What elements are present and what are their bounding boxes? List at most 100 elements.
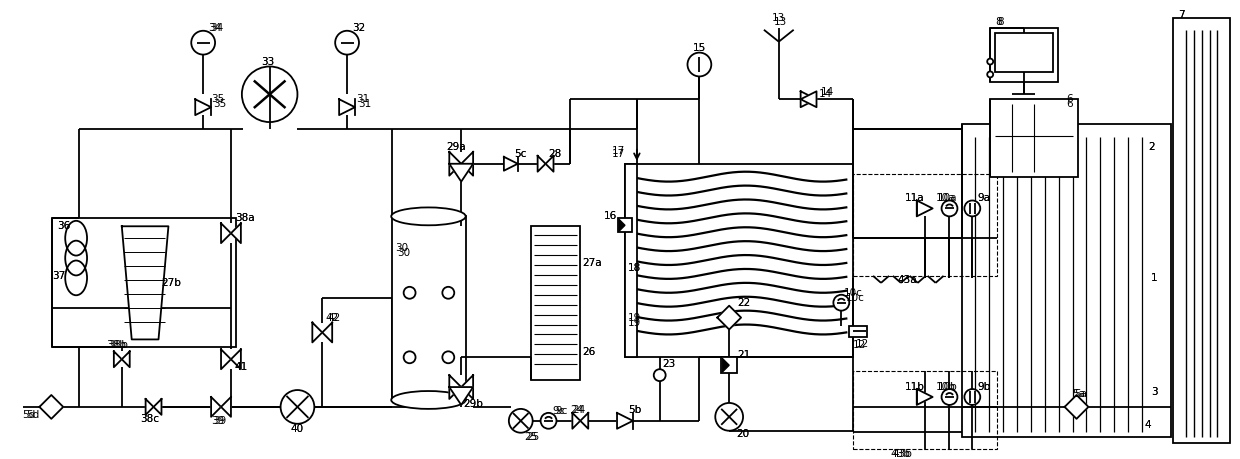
Text: 20: 20 [737,429,749,439]
Text: 5c: 5c [513,149,526,159]
Text: 21: 21 [737,350,750,360]
Text: 7: 7 [1178,10,1184,20]
Text: 38c: 38c [140,414,160,424]
Text: 30: 30 [397,248,410,258]
Polygon shape [580,413,588,429]
Text: 17: 17 [613,146,625,156]
Text: 4: 4 [1145,420,1151,430]
Circle shape [404,351,415,363]
Polygon shape [449,152,461,176]
Text: 42: 42 [327,313,341,323]
Text: 42: 42 [325,313,339,323]
Polygon shape [322,323,332,342]
Circle shape [404,287,415,299]
Circle shape [987,59,993,65]
Text: 9c: 9c [556,406,568,416]
Text: 43b: 43b [890,448,910,459]
Polygon shape [195,99,211,115]
Circle shape [941,201,957,216]
Text: 23: 23 [662,359,676,369]
Text: 8: 8 [996,17,1002,27]
Bar [962,124,1171,437]
Polygon shape [114,351,122,367]
Text: 10c: 10c [844,288,863,298]
Polygon shape [449,375,461,399]
Text: 5d: 5d [26,410,40,420]
Text: 15: 15 [693,43,706,53]
Polygon shape [122,226,169,339]
Text: 20: 20 [737,429,749,439]
Circle shape [653,369,666,381]
Text: 5d: 5d [22,410,36,420]
Text: 39: 39 [211,416,224,426]
Circle shape [242,67,298,122]
Polygon shape [231,224,241,243]
Bar [531,226,580,380]
Circle shape [541,413,557,429]
Text: 1: 1 [1151,273,1158,283]
Text: 10a: 10a [937,194,957,203]
Bar [625,164,637,357]
Circle shape [508,409,533,433]
Polygon shape [449,164,474,182]
Text: 11a: 11a [905,194,925,203]
Polygon shape [211,397,221,417]
Circle shape [443,351,454,363]
Text: 27a: 27a [583,258,601,268]
Polygon shape [916,389,932,405]
Text: 27a: 27a [583,258,601,268]
Bar [849,325,867,337]
Text: 2: 2 [1148,142,1154,152]
Text: 29a: 29a [446,142,466,152]
Text: 29b: 29b [464,399,484,409]
Text: 15: 15 [693,43,706,53]
Text: 13: 13 [774,17,787,27]
Text: 29b: 29b [464,399,484,409]
Text: 10b: 10b [936,382,955,392]
Text: 17: 17 [613,149,625,159]
Circle shape [191,31,215,55]
Bar [392,216,466,400]
Text: 5a: 5a [1075,389,1087,399]
Polygon shape [546,156,553,172]
Polygon shape [154,399,161,415]
Polygon shape [461,375,474,399]
Text: 25: 25 [525,431,538,442]
Text: 2: 2 [1148,142,1154,152]
Text: 38a: 38a [234,213,254,224]
Text: 9a: 9a [977,194,991,203]
Text: 31: 31 [358,99,371,109]
Polygon shape [717,306,742,330]
Text: 16: 16 [604,211,618,221]
Polygon shape [916,201,932,216]
Text: 38b: 38b [105,341,125,350]
Circle shape [687,53,712,76]
Text: 39: 39 [213,416,227,426]
Text: 5c: 5c [513,149,526,159]
Circle shape [965,389,981,405]
Text: 9a: 9a [977,194,991,203]
Polygon shape [221,349,231,369]
Circle shape [987,72,993,78]
Text: 12: 12 [853,341,867,350]
Text: 26: 26 [583,347,595,357]
Polygon shape [221,224,231,243]
Text: 16: 16 [604,211,618,221]
Text: 4: 4 [1145,420,1151,430]
Text: 32: 32 [352,23,366,33]
Circle shape [715,403,743,431]
Text: 36: 36 [57,221,71,231]
Circle shape [335,31,360,55]
Text: 10a: 10a [936,194,955,203]
Text: 14: 14 [818,90,832,99]
Text: 40: 40 [290,424,304,434]
Polygon shape [573,413,580,429]
Text: 11a: 11a [905,194,925,203]
Text: 26: 26 [583,347,595,357]
Text: 41: 41 [234,362,248,372]
Text: 9b: 9b [977,382,991,392]
Text: 12: 12 [856,339,869,349]
Text: 14: 14 [821,87,833,97]
Text: 34: 34 [210,23,223,33]
Polygon shape [40,395,63,419]
